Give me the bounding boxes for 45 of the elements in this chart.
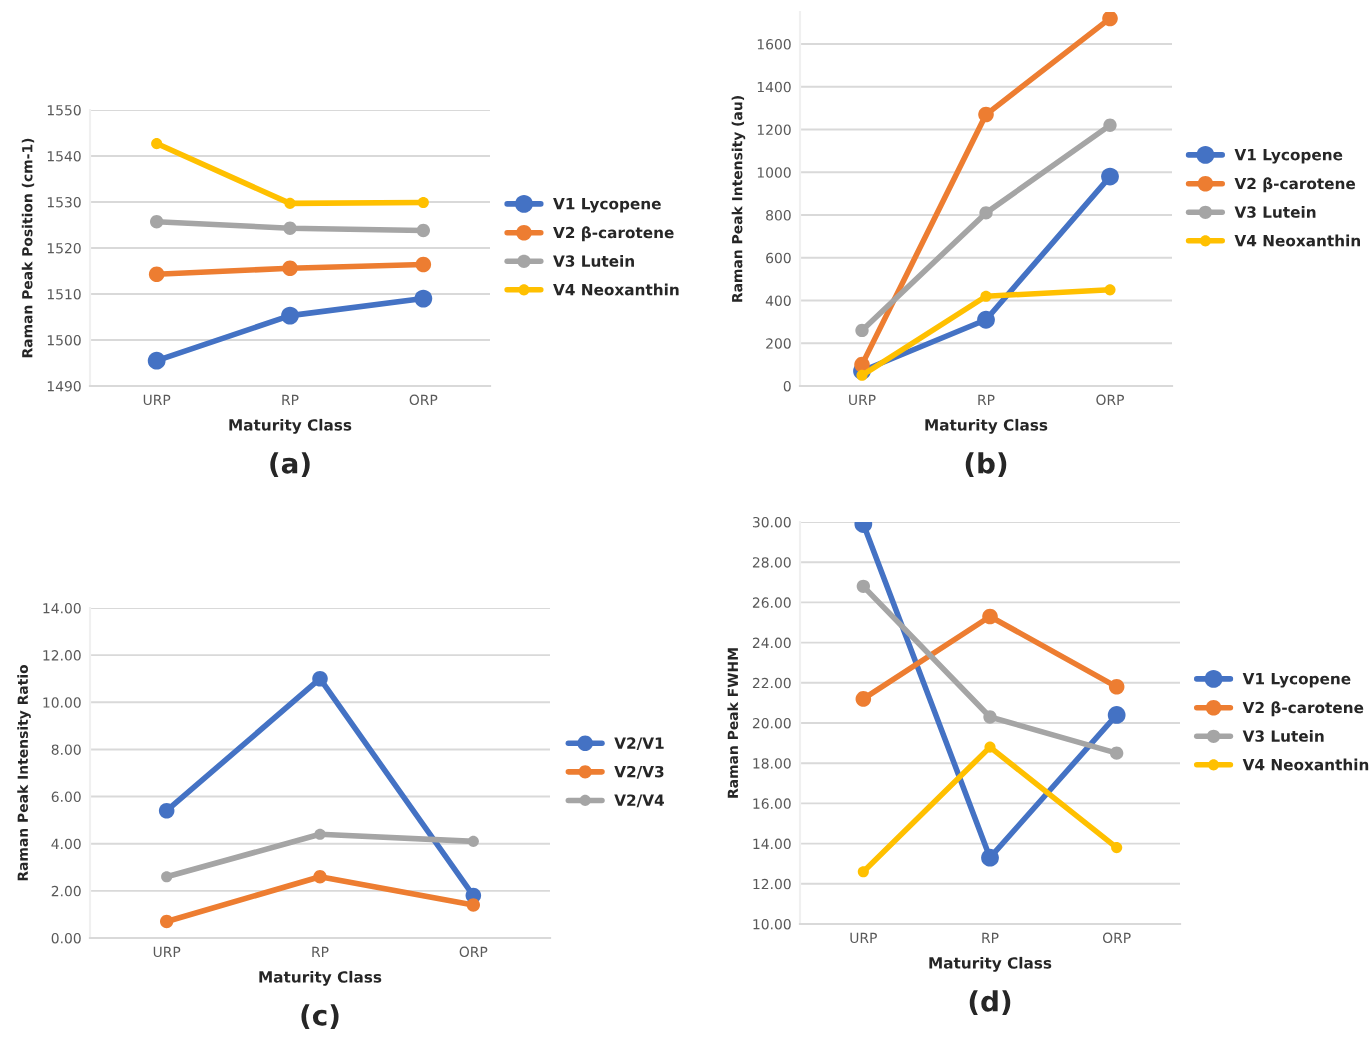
point (981, 848, 999, 867)
point (1103, 118, 1117, 132)
text: (c) (301, 1004, 339, 1029)
text: (b) (965, 452, 1007, 477)
point (312, 670, 328, 687)
point (1101, 167, 1119, 186)
text: (d) (969, 990, 1011, 1015)
point (1110, 746, 1124, 760)
point (856, 579, 870, 593)
point (982, 608, 998, 625)
point (855, 323, 869, 338)
point (161, 871, 173, 883)
point (984, 741, 996, 753)
point (281, 306, 299, 325)
point (416, 223, 430, 238)
point (314, 828, 326, 840)
point (282, 260, 298, 277)
point (979, 206, 993, 220)
text: (a) (270, 452, 310, 477)
point (856, 369, 868, 381)
point (151, 138, 163, 150)
point (1107, 706, 1126, 724)
point (855, 691, 872, 707)
point (467, 835, 479, 847)
point (1104, 284, 1116, 296)
point (313, 870, 327, 884)
point (978, 106, 994, 123)
point (980, 290, 992, 302)
point (1108, 679, 1125, 695)
point (158, 802, 175, 819)
point (160, 914, 174, 929)
point (466, 898, 480, 912)
point (415, 256, 432, 273)
point (417, 196, 429, 209)
point (857, 866, 869, 878)
point (148, 266, 165, 282)
point (977, 310, 995, 329)
point (150, 215, 164, 229)
point (283, 221, 297, 235)
point (147, 351, 166, 370)
point (983, 710, 997, 724)
point (1111, 842, 1123, 854)
point (414, 289, 433, 308)
point (284, 197, 296, 209)
point (1102, 12, 1118, 27)
